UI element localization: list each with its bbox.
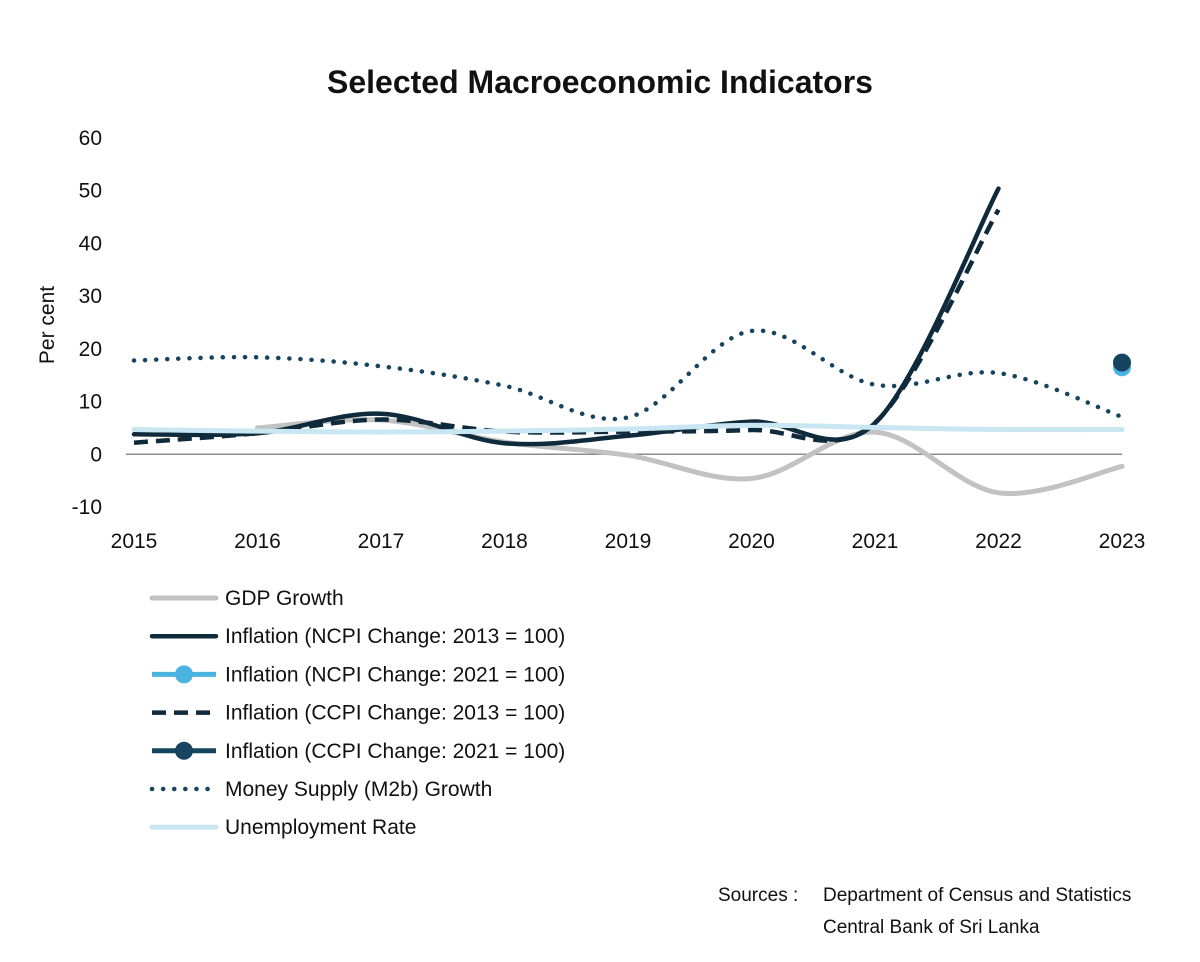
legend-marker [175,665,193,684]
legend-label: Inflation (CCPI Change: 2013 = 100) [225,702,565,725]
x-tick-label: 2017 [358,530,405,553]
sources-label: Sources : [718,885,799,906]
money-supply-m2b-growth-line [131,328,1125,422]
legend-label: Inflation (NCPI Change: 2013 = 100) [225,625,565,648]
x-tick-label: 2022 [975,530,1022,553]
y-tick-label: 30 [79,285,102,308]
legend-label: Unemployment Rate [225,816,416,839]
y-axis-label: Per cent [36,286,59,364]
y-tick-label: 50 [79,180,102,203]
legend-label: Money Supply (M2b) Growth [225,778,492,801]
y-tick-label: 20 [79,338,102,361]
unemployment-rate-line [131,422,1125,435]
legend-item: Inflation (NCPI Change: 2013 = 100) [149,625,565,648]
legend-label: Inflation (CCPI Change: 2021 = 100) [225,740,565,763]
inflation-ncpi-change-2013-100-line [131,186,1001,447]
gdp-growth-line [255,417,1125,497]
legend-item: Inflation (CCPI Change: 2021 = 100) [152,740,565,763]
inflation-ccpi-change-2013-100-line [133,208,1001,445]
source-item: Central Bank of Sri Lanka [823,917,1040,938]
x-tick-label: 2015 [111,530,158,553]
y-tick-label: -10 [72,496,102,519]
y-tick-label: 0 [90,443,102,466]
legend: GDP Growth Inflation (NCPI Change: 2013 =… [149,587,565,839]
x-tick-label: 2023 [1099,530,1146,553]
legend-marker [175,741,193,760]
x-tick-label: 2019 [605,530,652,553]
y-tick-labels: 60 50 40 30 20 10 0 -10 [72,127,102,519]
x-tick-labels: 2015 2016 2017 2018 2019 2020 2021 2022 2023 [111,530,1146,553]
y-tick-label: 60 [79,127,102,150]
x-tick-label: 2018 [481,530,528,553]
y-tick-label: 40 [79,232,102,255]
x-tick-label: 2020 [728,530,775,553]
legend-item: Inflation (CCPI Change: 2013 = 100) [152,702,565,725]
legend-item: GDP Growth [149,587,344,610]
legend-item: Money Supply (M2b) Growth [149,778,492,801]
chart-title: Selected Macroeconomic Indicators [327,64,873,100]
legend-label: Inflation (NCPI Change: 2021 = 100) [225,663,565,686]
x-tick-label: 2021 [852,530,899,553]
legend-item: Unemployment Rate [149,816,416,839]
plot-area [126,186,1131,497]
inflation-ccpi-change-2021-100-point [1113,353,1131,372]
source-item: Department of Census and Statistics [823,885,1132,906]
y-tick-label: 10 [79,391,102,414]
legend-label: GDP Growth [225,587,344,610]
legend-item: Inflation (NCPI Change: 2021 = 100) [152,663,565,686]
x-tick-label: 2016 [234,530,281,553]
